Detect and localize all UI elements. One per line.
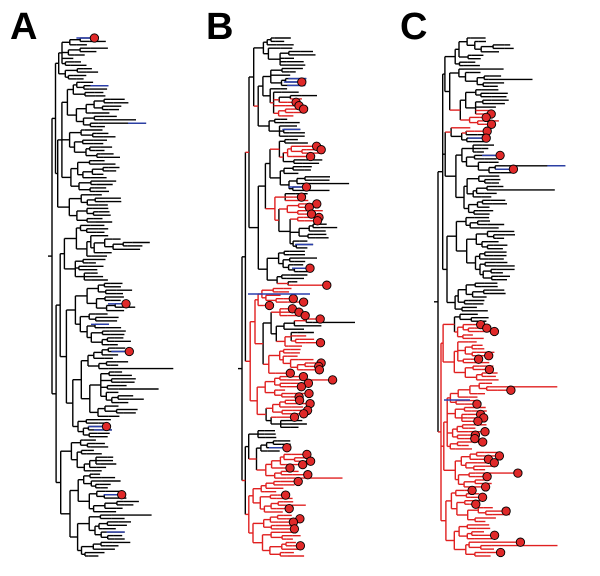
tip-marker	[305, 456, 316, 466]
tip-marker	[515, 537, 526, 547]
tip-marker	[121, 299, 131, 309]
tip-marker	[285, 368, 295, 378]
tip-marker	[494, 451, 505, 461]
tip-marker	[473, 416, 483, 426]
tip-marker	[478, 437, 488, 447]
tip-marker	[473, 354, 484, 364]
tip-marker	[471, 499, 481, 509]
tip-marker	[480, 427, 490, 437]
tip-marker	[312, 216, 323, 226]
tree-panel-a	[48, 33, 174, 557]
tip-marker	[289, 524, 300, 534]
tip-marker	[477, 492, 488, 502]
tip-marker	[484, 364, 495, 375]
tip-marker	[506, 385, 516, 395]
tip-marker	[297, 77, 307, 87]
tip-marker	[300, 310, 310, 321]
tip-marker	[282, 443, 292, 453]
tip-marker	[288, 294, 298, 304]
tip-marker	[264, 300, 275, 311]
tip-marker	[89, 33, 100, 43]
tip-marker	[470, 433, 480, 444]
tip-marker	[467, 485, 477, 496]
tip-marker	[482, 471, 492, 482]
tip-marker	[486, 119, 497, 129]
tree-panel-b	[238, 37, 355, 557]
tip-marker	[295, 541, 306, 551]
tip-marker	[304, 388, 314, 399]
tip-marker	[327, 375, 338, 385]
tip-marker	[495, 150, 505, 161]
tip-marker	[315, 314, 325, 324]
tip-marker	[101, 421, 112, 432]
tip-marker	[305, 151, 316, 162]
tip-marker	[296, 192, 307, 202]
tip-marker	[312, 199, 322, 209]
panel-label-a: A	[10, 6, 38, 48]
tip-marker	[501, 506, 511, 516]
tip-marker	[482, 323, 492, 333]
tip-marker	[298, 459, 308, 470]
tip-marker	[322, 280, 332, 290]
tip-marker	[513, 468, 523, 478]
tip-marker	[301, 182, 312, 192]
tip-marker	[316, 145, 326, 155]
tree-panel-c	[434, 37, 566, 558]
tip-marker	[284, 503, 294, 514]
tip-marker	[481, 133, 491, 143]
panel-label-b: B	[206, 6, 234, 48]
tip-marker	[314, 365, 325, 375]
tip-marker	[303, 470, 313, 480]
tip-marker	[280, 490, 291, 500]
tip-marker	[472, 399, 482, 409]
tip-marker	[508, 164, 519, 174]
tip-marker	[315, 338, 326, 348]
tip-marker	[124, 346, 134, 357]
tip-marker	[484, 351, 494, 361]
tip-marker	[294, 395, 305, 405]
tip-marker	[298, 297, 309, 307]
tip-marker	[289, 412, 300, 422]
tip-marker	[285, 463, 295, 473]
tip-marker	[296, 382, 307, 392]
tip-marker	[489, 326, 500, 337]
tip-marker	[306, 209, 317, 219]
tip-marker	[299, 409, 309, 419]
panel-label-c: C	[400, 6, 428, 48]
tip-marker	[495, 547, 506, 558]
tip-marker	[298, 104, 309, 114]
tip-marker	[305, 263, 315, 273]
tip-marker	[117, 490, 127, 500]
tip-marker	[489, 458, 499, 468]
tip-marker	[481, 112, 491, 123]
tip-marker	[298, 371, 309, 382]
tip-marker	[489, 530, 500, 540]
tip-marker	[480, 482, 491, 492]
tip-marker	[293, 476, 303, 487]
